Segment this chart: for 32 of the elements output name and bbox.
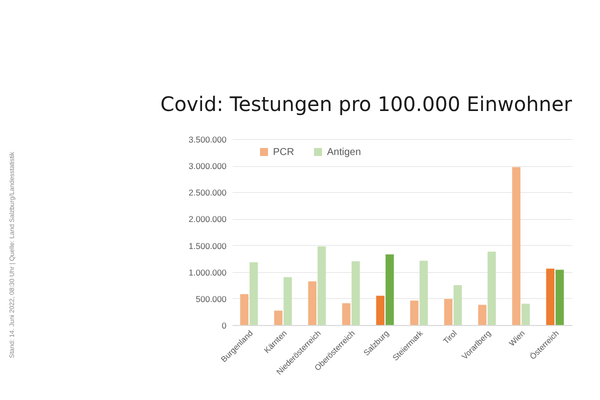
bar [454, 285, 462, 325]
legend-label: Antigen [327, 147, 361, 158]
bar [352, 261, 360, 325]
bar [420, 260, 428, 325]
bar [410, 300, 418, 325]
y-tick-label: 0 [222, 320, 227, 330]
y-tick-label: 3.000.000 [188, 161, 227, 172]
legend-label: PCR [273, 147, 294, 158]
bar [488, 252, 496, 325]
bar [546, 268, 554, 325]
bar [386, 254, 394, 325]
bar [478, 304, 486, 325]
bar [444, 298, 452, 325]
bar [556, 270, 564, 325]
bar [284, 277, 292, 325]
chart-title: Covid: Testungen pro 100.000 Einwohner [160, 92, 573, 116]
y-tick-label: 3.500.000 [188, 134, 227, 144]
bar [318, 246, 326, 325]
y-tick-label: 2.500.000 [188, 188, 227, 198]
bar [522, 304, 530, 325]
x-tick-label: Tirol [442, 328, 459, 346]
bar [250, 262, 258, 325]
bar [274, 310, 282, 325]
y-tick-label: 1.500.000 [188, 240, 227, 251]
bar [376, 296, 384, 325]
bar [342, 303, 350, 325]
y-tick-label: 1.000.000 [188, 267, 227, 278]
bar [308, 281, 316, 325]
y-tick-label: 2.000.000 [188, 214, 227, 224]
bar [512, 167, 520, 325]
y-tick-label: 500.000 [196, 294, 227, 304]
bar [240, 294, 248, 325]
